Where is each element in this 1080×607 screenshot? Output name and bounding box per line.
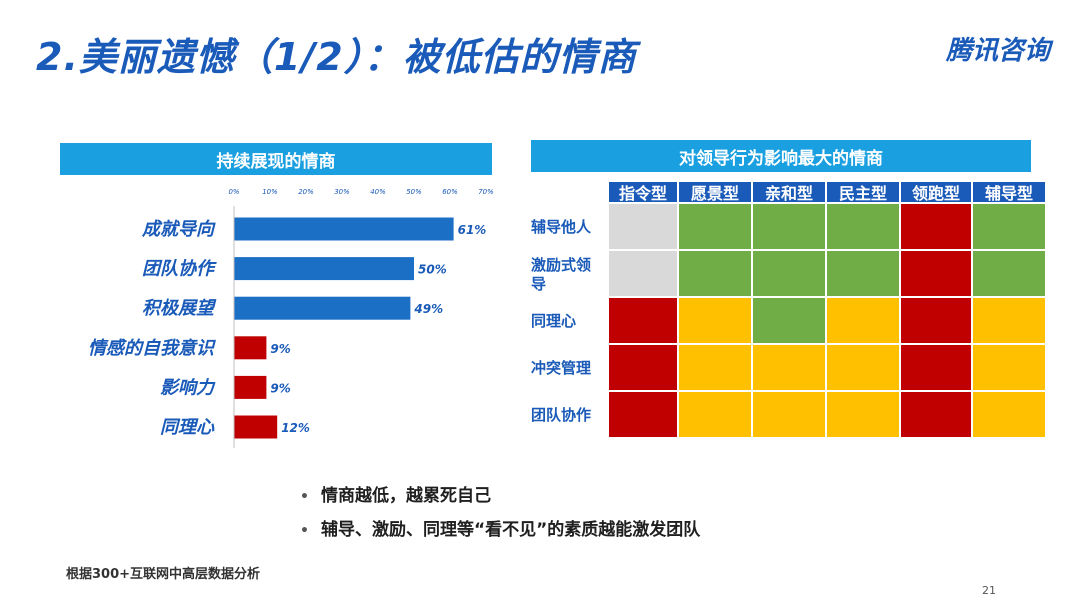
matrix-cell — [609, 251, 677, 298]
category-label: 影响力 — [160, 377, 216, 398]
x-tick-label: 40% — [370, 188, 386, 196]
value-label: 50% — [418, 263, 447, 277]
x-tick-label: 0% — [228, 188, 239, 196]
bullet-item: • 辅导、激励、同理等“看不见”的素质越能激发团队 — [300, 520, 701, 540]
matrix-cell — [679, 345, 751, 392]
value-label: 12% — [281, 421, 310, 435]
value-label: 9% — [270, 342, 290, 356]
matrix-cell — [679, 204, 751, 251]
matrix-cell — [753, 251, 825, 298]
matrix-cell — [827, 251, 899, 298]
value-label: 49% — [413, 302, 443, 316]
source-note: 根据300+互联网中高层数据分析 — [66, 567, 261, 582]
matrix-cell — [679, 251, 751, 298]
matrix-row-label: 同理心 — [531, 298, 607, 345]
matrix-cell — [973, 298, 1045, 345]
bar — [234, 257, 414, 281]
page-title: 2.美丽遗憾（1/2）：被低估的情商 — [36, 35, 637, 79]
matrix-cell — [679, 298, 751, 345]
matrix-cell — [609, 392, 677, 439]
x-tick-label: 70% — [478, 188, 494, 196]
matrix-cell — [901, 392, 971, 439]
matrix-row-label: 激励式领导 — [531, 251, 607, 298]
matrix-column-header: 民主型 — [827, 182, 899, 204]
matrix-cell — [973, 345, 1045, 392]
page-number: 21 — [982, 584, 996, 597]
matrix-cell — [679, 392, 751, 439]
matrix-cell — [609, 204, 677, 251]
matrix-column-header: 指令型 — [609, 182, 677, 204]
right-chart-header: 对领导行为影响最大的情商 — [531, 140, 1031, 172]
x-tick-label: 30% — [334, 188, 350, 196]
leadership-matrix: 指令型 愿景型 亲和型 民主型 领跑型 辅导型辅导他人 激励式领导 同理心 冲突管理 团队协作 — [531, 182, 1045, 439]
matrix-corner — [531, 182, 607, 204]
brand-logo: 腾讯咨询 — [945, 36, 1050, 66]
x-tick-label: 10% — [262, 188, 278, 196]
matrix-cell — [901, 298, 971, 345]
matrix-cell — [753, 204, 825, 251]
matrix-cell — [609, 345, 677, 392]
bar-chart: 0% 10% 20% 30% 40% 50% 60% 70% 成就导向 61% 团队协作 50% 积极展… — [88, 188, 494, 448]
value-label: 9% — [270, 381, 290, 395]
bar — [234, 296, 411, 320]
matrix-cell — [973, 251, 1045, 298]
matrix-row-label: 团队协作 — [531, 392, 607, 439]
matrix-cell — [827, 298, 899, 345]
matrix-cell — [973, 204, 1045, 251]
matrix-cell — [901, 345, 971, 392]
x-tick-label: 20% — [298, 188, 314, 196]
x-tick-label: 60% — [442, 188, 458, 196]
matrix-column-header: 辅导型 — [973, 182, 1045, 204]
bar — [234, 375, 267, 399]
category-label: 同理心 — [160, 417, 215, 438]
bar — [234, 217, 454, 241]
bullet-text: 辅导、激励、同理等“看不见”的素质越能激发团队 — [320, 520, 701, 540]
matrix-cell — [901, 251, 971, 298]
matrix-row-label: 辅导他人 — [531, 204, 607, 251]
matrix-cell — [973, 392, 1045, 439]
matrix-column-header: 亲和型 — [753, 182, 825, 204]
matrix-cell — [609, 298, 677, 345]
bullet-text: 情商越低，越累死自己 — [320, 486, 491, 506]
matrix-cell — [827, 392, 899, 439]
bar — [234, 336, 267, 360]
category-label: 成就导向 — [141, 219, 216, 240]
bullet-list: • 情商越低，越累死自己 • 辅导、激励、同理等“看不见”的素质越能激发团队 — [300, 482, 700, 550]
category-label: 情感的自我意识 — [88, 338, 216, 359]
matrix-cell — [827, 204, 899, 251]
matrix-cell — [901, 204, 971, 251]
matrix-cell — [753, 298, 825, 345]
matrix-row-label: 冲突管理 — [531, 345, 607, 392]
left-chart-header: 持续展现的情商 — [60, 143, 492, 175]
category-label: 团队协作 — [142, 259, 217, 280]
x-tick-label: 50% — [406, 188, 422, 196]
category-label: 积极展望 — [142, 298, 217, 319]
matrix-column-header: 愿景型 — [679, 182, 751, 204]
matrix-cell — [827, 345, 899, 392]
bullet-item: • 情商越低，越累死自己 — [300, 486, 491, 506]
value-label: 61% — [458, 223, 487, 237]
matrix-cell — [753, 392, 825, 439]
bar — [234, 415, 278, 439]
matrix-cell — [753, 345, 825, 392]
matrix-column-header: 领跑型 — [901, 182, 971, 204]
